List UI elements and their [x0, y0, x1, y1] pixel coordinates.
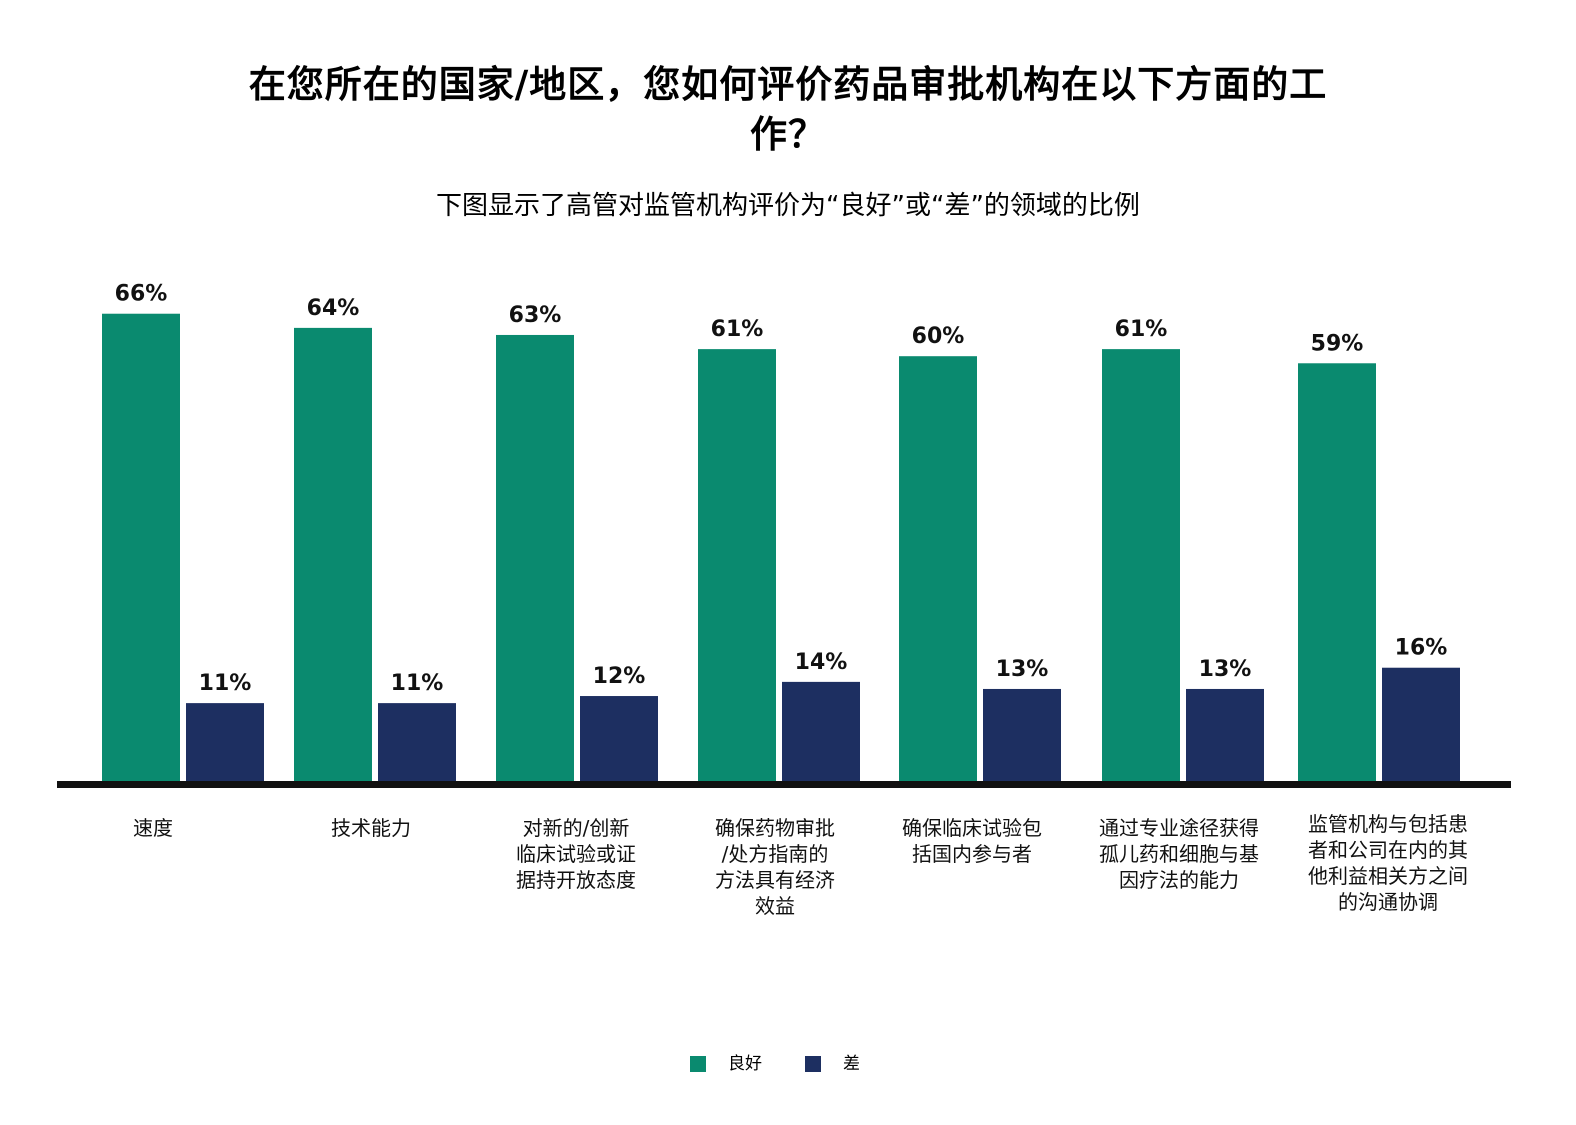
bar-good-1: [102, 313, 180, 781]
bar-good-3: [496, 334, 574, 781]
data-label-good-4: 61%: [711, 317, 764, 342]
data-label-good-1: 66%: [115, 282, 168, 307]
category-label-line: 对新的/创新: [522, 816, 630, 840]
data-label-good-2: 64%: [307, 296, 360, 321]
data-label-poor-2: 11%: [391, 671, 444, 696]
category-label-line: 临床试验或证: [516, 842, 636, 866]
bar-poor-6: [1186, 688, 1264, 781]
bar-good-6: [1102, 349, 1180, 781]
chart-title: 在您所在的国家/地区，您如何评价药品审批机构在以下方面的工作？: [248, 63, 1328, 156]
bar-good-5: [899, 356, 977, 781]
category-label-6: 通过专业途径获得 孤儿药和细胞与基 因疗法的能力: [1084, 815, 1274, 893]
data-label-poor-4: 14%: [795, 650, 848, 675]
category-label-line: 技术能力: [331, 816, 411, 840]
legend-label: 良好: [728, 1054, 762, 1074]
bar-good-2: [294, 327, 372, 781]
category-label-4: 确保药物审批/处方指南的 方法具有经济 效益: [680, 815, 870, 919]
data-label-poor-3: 12%: [593, 664, 646, 689]
category-label-7: 监管机构与包括患 者和公司在内的其 他利益相关方之间 的沟通协调: [1293, 811, 1483, 915]
bar-poor-1: [186, 703, 264, 781]
category-label-line: /处方指南的: [721, 842, 829, 866]
category-label-line: 孤儿药和细胞与基: [1099, 842, 1259, 866]
category-label-line: 通过专业途径获得: [1099, 816, 1259, 840]
bar-poor-4: [782, 681, 860, 781]
category-label-line: 效益: [755, 894, 795, 918]
bar-poor-3: [580, 696, 658, 781]
category-label-1: 速度: [58, 815, 248, 841]
legend-swatch: [805, 1056, 821, 1072]
data-label-poor-6: 13%: [1199, 657, 1252, 682]
category-label-line: 监管机构与包括患: [1308, 812, 1468, 836]
bar-poor-7: [1382, 667, 1460, 781]
legend-label: 差: [843, 1054, 860, 1074]
category-label-line: 确保临床试验包: [902, 816, 1042, 840]
bar-poor-2: [378, 703, 456, 781]
data-label-good-6: 61%: [1115, 317, 1168, 342]
category-label-line: 者和公司在内的其: [1308, 838, 1468, 862]
category-label-line: 据持开放态度: [516, 868, 636, 892]
category-label-line: 速度: [133, 816, 173, 840]
category-label-3: 对新的/创新 临床试验或证 据持开放态度: [481, 815, 671, 893]
category-label-line: 方法具有经济: [715, 868, 835, 892]
data-label-good-3: 63%: [509, 303, 562, 328]
bar-good-4: [698, 349, 776, 781]
category-label-line: 的沟通协调: [1338, 890, 1438, 914]
chart-subtitle: 下图显示了高管对监管机构评价为“良好”或“差”的领域的比例: [436, 191, 1140, 221]
category-label-2: 技术能力: [276, 815, 466, 841]
data-label-good-7: 59%: [1311, 331, 1364, 356]
data-label-poor-5: 13%: [996, 657, 1049, 682]
category-label-line: 因疗法的能力: [1119, 868, 1239, 892]
category-label-line: 确保药物审批: [715, 816, 835, 840]
data-label-good-5: 60%: [912, 324, 965, 349]
bar-good-7: [1298, 363, 1376, 781]
legend-swatch: [690, 1056, 706, 1072]
category-label-5: 确保临床试验包 括国内参与者: [877, 815, 1067, 867]
category-label-line: 他利益相关方之间: [1308, 864, 1468, 888]
data-label-poor-1: 11%: [199, 671, 252, 696]
x-axis-line: [57, 781, 1511, 788]
data-label-poor-7: 16%: [1395, 636, 1448, 661]
bar-poor-5: [983, 688, 1061, 781]
category-label-line: 括国内参与者: [912, 842, 1032, 866]
